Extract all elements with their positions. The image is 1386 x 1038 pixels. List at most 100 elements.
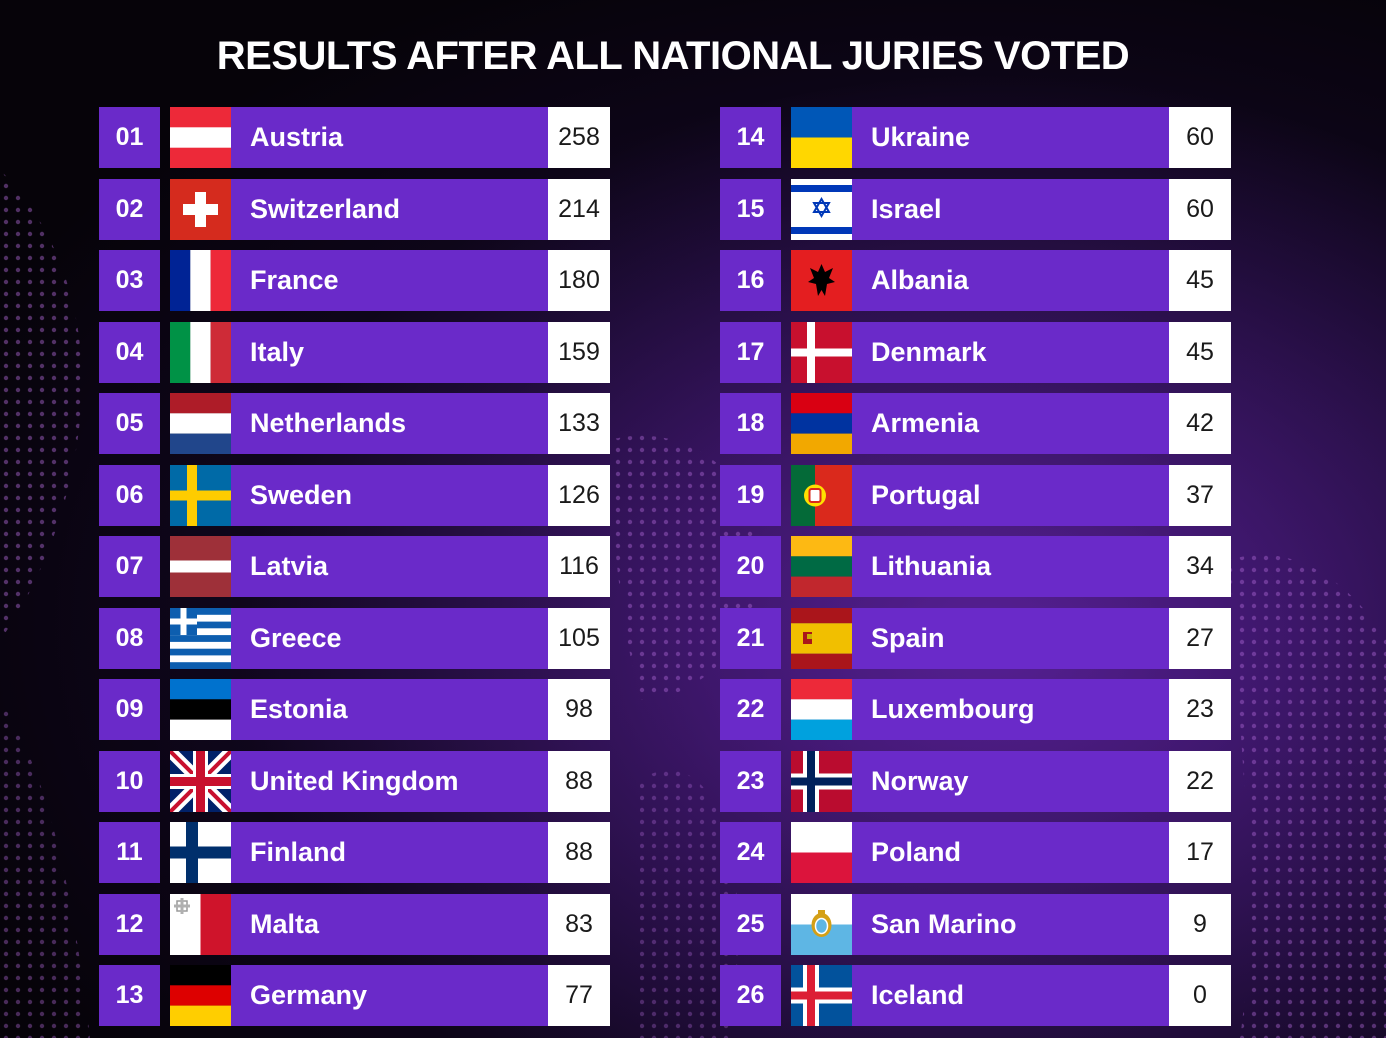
points-value: 60 [1169,107,1231,168]
points-value: 27 [1169,607,1231,669]
rank-number: 19 [720,464,781,526]
ranking-row: 17 Denmark 45 [720,321,1231,383]
rank-number: 23 [720,750,781,812]
points-value: 214 [548,178,610,240]
points-value: 159 [548,321,610,383]
country-name: Armenia [852,393,1169,454]
country-name: Lithuania [852,536,1169,597]
ranking-row: 03 France 180 [99,250,610,311]
country-name: Italy [231,321,548,383]
rank-number: 18 [720,393,781,454]
ranking-row: 04 Italy 159 [99,321,610,383]
country-name: Sweden [231,464,548,526]
israel-flag-icon [791,178,852,240]
ranking-row: 20 Lithuania 34 [720,536,1231,597]
san-marino-flag-icon [791,893,852,955]
united-kingdom-flag-icon [170,750,231,812]
rank-number: 20 [720,536,781,597]
points-value: 83 [548,893,610,955]
points-value: 105 [548,607,610,669]
country-name: United Kingdom [231,750,548,812]
country-name: San Marino [852,893,1169,955]
portugal-flag-icon [791,464,852,526]
ranking-row: 13 Germany 77 [99,965,610,1026]
ranking-row: 25 San Marino 9 [720,893,1231,955]
rank-number: 08 [99,607,160,669]
country-name: Spain [852,607,1169,669]
ranking-row: 12 Malta 83 [99,893,610,955]
ranking-row: 21 Spain 27 [720,607,1231,669]
rank-number: 15 [720,178,781,240]
points-value: 126 [548,464,610,526]
points-value: 88 [548,750,610,812]
country-name: Greece [231,607,548,669]
country-name: Denmark [852,321,1169,383]
country-name: France [231,250,548,311]
ranking-row: 01 Austria 258 [99,107,610,168]
rank-number: 04 [99,321,160,383]
rank-number: 12 [99,893,160,955]
ranking-row: 08 Greece 105 [99,607,610,669]
ranking-row: 09 Estonia 98 [99,679,610,740]
points-value: 0 [1169,965,1231,1026]
luxembourg-flag-icon [791,679,852,740]
points-value: 133 [548,393,610,454]
greece-flag-icon [170,607,231,669]
rank-number: 11 [99,822,160,883]
ranking-row: 02 Switzerland 214 [99,178,610,240]
iceland-flag-icon [791,965,852,1026]
lithuania-flag-icon [791,536,852,597]
ranking-row: 16 Albania 45 [720,250,1231,311]
country-name: Iceland [852,965,1169,1026]
france-flag-icon [170,250,231,311]
ranking-row: 26 Iceland 0 [720,965,1231,1026]
country-name: Switzerland [231,178,548,240]
country-name: Finland [231,822,548,883]
points-value: 180 [548,250,610,311]
ranking-row: 15 Israel 60 [720,178,1231,240]
rank-number: 16 [720,250,781,311]
ranking-row: 14 Ukraine 60 [720,107,1231,168]
points-value: 60 [1169,178,1231,240]
austria-flag-icon [170,107,231,168]
rank-number: 07 [99,536,160,597]
rank-number: 09 [99,679,160,740]
rank-number: 06 [99,464,160,526]
points-value: 88 [548,822,610,883]
country-name: Poland [852,822,1169,883]
points-value: 23 [1169,679,1231,740]
spain-flag-icon [791,607,852,669]
points-value: 22 [1169,750,1231,812]
ranking-row: 24 Poland 17 [720,822,1231,883]
malta-flag-icon [170,893,231,955]
italy-flag-icon [170,321,231,383]
country-name: Latvia [231,536,548,597]
points-value: 116 [548,536,610,597]
finland-flag-icon [170,822,231,883]
estonia-flag-icon [170,679,231,740]
rank-number: 22 [720,679,781,740]
country-name: Albania [852,250,1169,311]
country-name: Estonia [231,679,548,740]
points-value: 258 [548,107,610,168]
netherlands-flag-icon [170,393,231,454]
rank-number: 21 [720,607,781,669]
ranking-column-left: 01 Austria 258 02 Switzerland 214 03 Fra… [99,107,610,1037]
rank-number: 24 [720,822,781,883]
poland-flag-icon [791,822,852,883]
ranking-column-right: 14 Ukraine 60 15 Israel 60 16 Albania 45… [720,107,1231,1037]
rank-number: 01 [99,107,160,168]
rank-number: 26 [720,965,781,1026]
ranking-row: 11 Finland 88 [99,822,610,883]
country-name: Norway [852,750,1169,812]
points-value: 9 [1169,893,1231,955]
country-name: Portugal [852,464,1169,526]
ranking-row: 05 Netherlands 133 [99,393,610,454]
page-title: RESULTS AFTER ALL NATIONAL JURIES VOTED [216,34,1130,78]
rank-number: 17 [720,321,781,383]
albania-flag-icon [791,250,852,311]
country-name: Israel [852,178,1169,240]
rank-number: 02 [99,178,160,240]
points-value: 45 [1169,250,1231,311]
rank-number: 13 [99,965,160,1026]
